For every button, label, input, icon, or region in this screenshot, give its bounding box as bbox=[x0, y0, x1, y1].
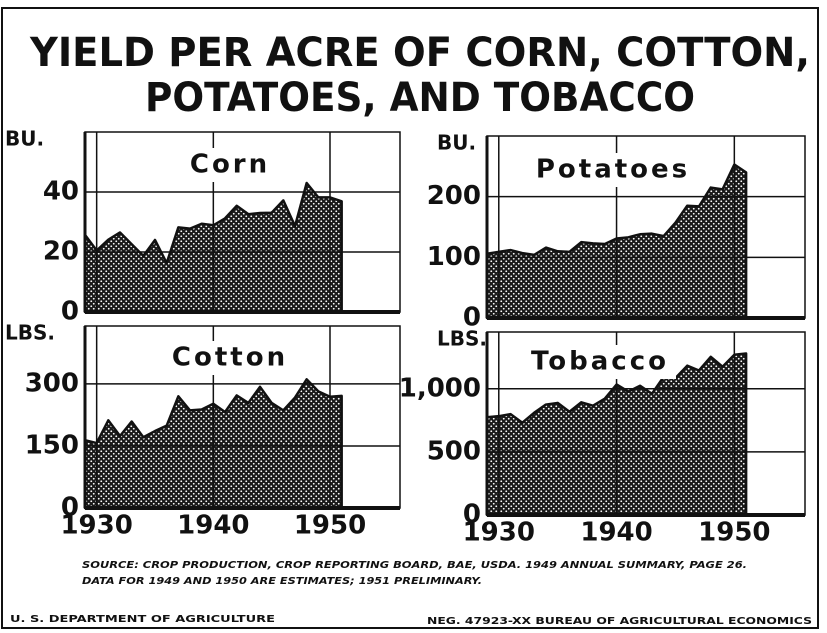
panel-title-box bbox=[169, 148, 291, 182]
footer-right: NEG. 47923-XX BUREAU OF AGRICULTURAL ECO… bbox=[427, 616, 812, 627]
x-tick-label: 1940 bbox=[580, 518, 652, 548]
frame bbox=[1, 7, 819, 629]
source-line: SOURCE: CROP PRODUCTION, CROP REPORTING … bbox=[82, 560, 747, 571]
y-tick-label: 0 bbox=[463, 303, 481, 333]
title-line: POTATOES, AND TOBACCO bbox=[145, 75, 695, 121]
y-axis-label: BU. bbox=[5, 127, 44, 151]
panel-title: Potatoes bbox=[536, 155, 690, 185]
y-tick-label: 500 bbox=[427, 436, 481, 466]
panel-title: Corn bbox=[190, 150, 270, 180]
y-tick-label: 300 bbox=[25, 368, 79, 398]
y-tick-label: 20 bbox=[43, 237, 79, 267]
panel-title-box bbox=[159, 341, 301, 375]
y-tick-label: 0 bbox=[61, 297, 79, 327]
panel-title-box bbox=[524, 345, 676, 379]
footer-left: U. S. DEPARTMENT OF AGRICULTURE bbox=[10, 614, 275, 625]
panel-title-box bbox=[532, 153, 694, 187]
y-tick-label: 0 bbox=[463, 500, 481, 530]
panel-title: Cotton bbox=[172, 343, 288, 373]
x-tick-label: 1940 bbox=[177, 511, 249, 541]
title-line: YIELD PER ACRE OF CORN, COTTON, bbox=[29, 30, 810, 76]
y-tick-label: 100 bbox=[427, 242, 481, 272]
y-axis-label: LBS. bbox=[5, 321, 55, 345]
y-tick-label: 0 bbox=[61, 493, 79, 523]
y-tick-label: 40 bbox=[43, 177, 79, 207]
y-axis-label: BU. bbox=[437, 131, 476, 155]
x-tick-label: 1930 bbox=[463, 518, 535, 548]
y-tick-label: 1,000 bbox=[399, 373, 481, 403]
x-tick-label: 1950 bbox=[294, 511, 366, 541]
x-tick-label: 1930 bbox=[60, 511, 132, 541]
y-axis-label: LBS. bbox=[437, 327, 487, 351]
source-line: DATA FOR 1949 AND 1950 ARE ESTIMATES; 19… bbox=[82, 576, 482, 587]
panel-title: Tobacco bbox=[531, 347, 669, 377]
y-tick-label: 150 bbox=[25, 430, 79, 460]
y-tick-label: 200 bbox=[427, 181, 481, 211]
x-tick-label: 1950 bbox=[698, 518, 770, 548]
